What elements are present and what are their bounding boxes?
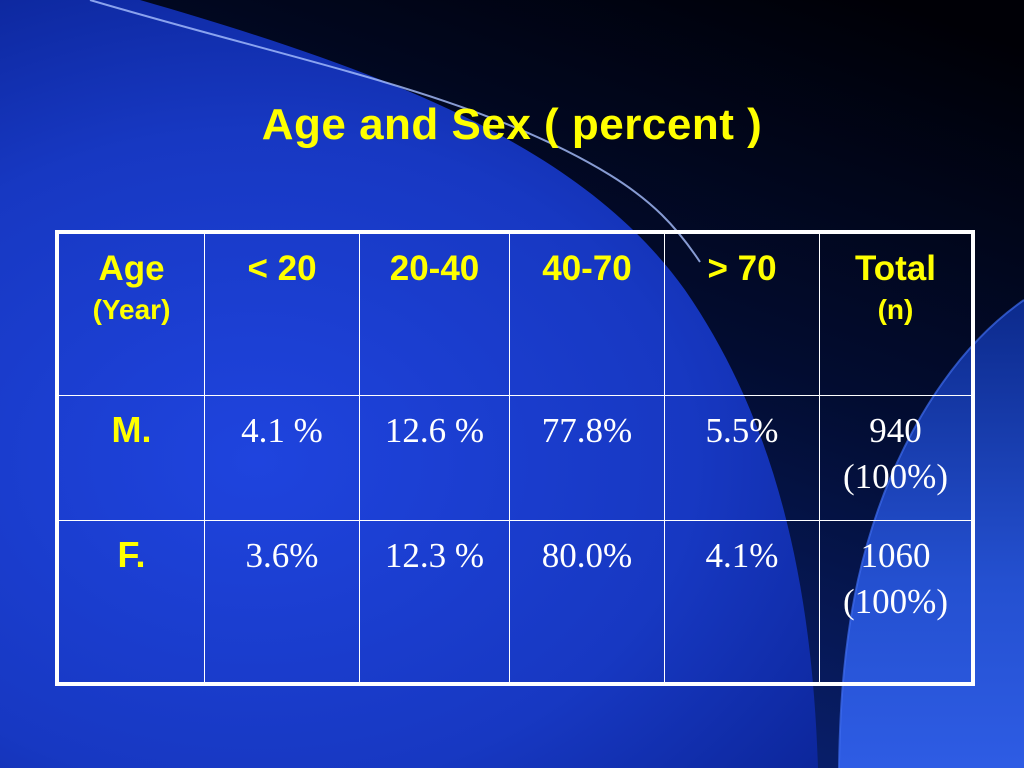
table-header-total: Total (n) bbox=[820, 234, 971, 396]
table-header-under20: < 20 bbox=[205, 234, 360, 396]
female-over70-value: 4.1% bbox=[705, 536, 779, 575]
header-over70-label: > 70 bbox=[707, 249, 777, 288]
female-20-40-value: 12.3 % bbox=[384, 536, 485, 575]
table-header-age: Age (Year) bbox=[59, 234, 205, 396]
male-label: M. bbox=[111, 409, 152, 450]
male-over70-value: 5.5% bbox=[705, 411, 779, 450]
female-label: F. bbox=[117, 534, 146, 575]
table-header-over70: > 70 bbox=[665, 234, 820, 396]
female-total-pct: (100%) bbox=[843, 581, 948, 621]
header-under20-label: < 20 bbox=[247, 249, 317, 288]
male-under20-value: 4.1 % bbox=[241, 411, 323, 450]
cell-male-under20: 4.1 % bbox=[205, 396, 360, 521]
cell-female-20-40: 12.3 % bbox=[360, 521, 510, 682]
header-age-line1: Age bbox=[98, 249, 165, 288]
table-header-40-70: 40-70 bbox=[510, 234, 665, 396]
female-under20-value: 3.6% bbox=[245, 536, 319, 575]
male-total-pct: (100%) bbox=[843, 456, 948, 496]
cell-male-total: 940 (100%) bbox=[820, 396, 971, 521]
header-total-line1: Total bbox=[854, 249, 936, 288]
row-label-female: F. bbox=[59, 521, 205, 682]
male-total-n: 940 bbox=[869, 411, 922, 450]
table-header-20-40: 20-40 bbox=[360, 234, 510, 396]
cell-female-under20: 3.6% bbox=[205, 521, 360, 682]
cell-male-40-70: 77.8% bbox=[510, 396, 665, 521]
female-total-n: 1060 bbox=[860, 536, 931, 575]
cell-male-20-40: 12.6 % bbox=[360, 396, 510, 521]
header-20-40-label: 20-40 bbox=[389, 249, 480, 288]
slide-title: Age and Sex ( percent ) bbox=[261, 100, 763, 149]
cell-male-over70: 5.5% bbox=[665, 396, 820, 521]
male-20-40-value: 12.6 % bbox=[384, 411, 485, 450]
cell-female-total: 1060 (100%) bbox=[820, 521, 971, 682]
header-total-line2: (n) bbox=[877, 293, 914, 325]
female-40-70-value: 80.0% bbox=[541, 536, 633, 575]
row-label-male: M. bbox=[59, 396, 205, 521]
cell-female-over70: 4.1% bbox=[665, 521, 820, 682]
male-40-70-value: 77.8% bbox=[541, 411, 633, 450]
header-age-line2: (Year) bbox=[92, 293, 171, 325]
header-40-70-label: 40-70 bbox=[542, 249, 632, 288]
cell-female-40-70: 80.0% bbox=[510, 521, 665, 682]
age-sex-table: Age (Year) < 20 20-40 40-70 > 70 Total (… bbox=[55, 230, 975, 686]
